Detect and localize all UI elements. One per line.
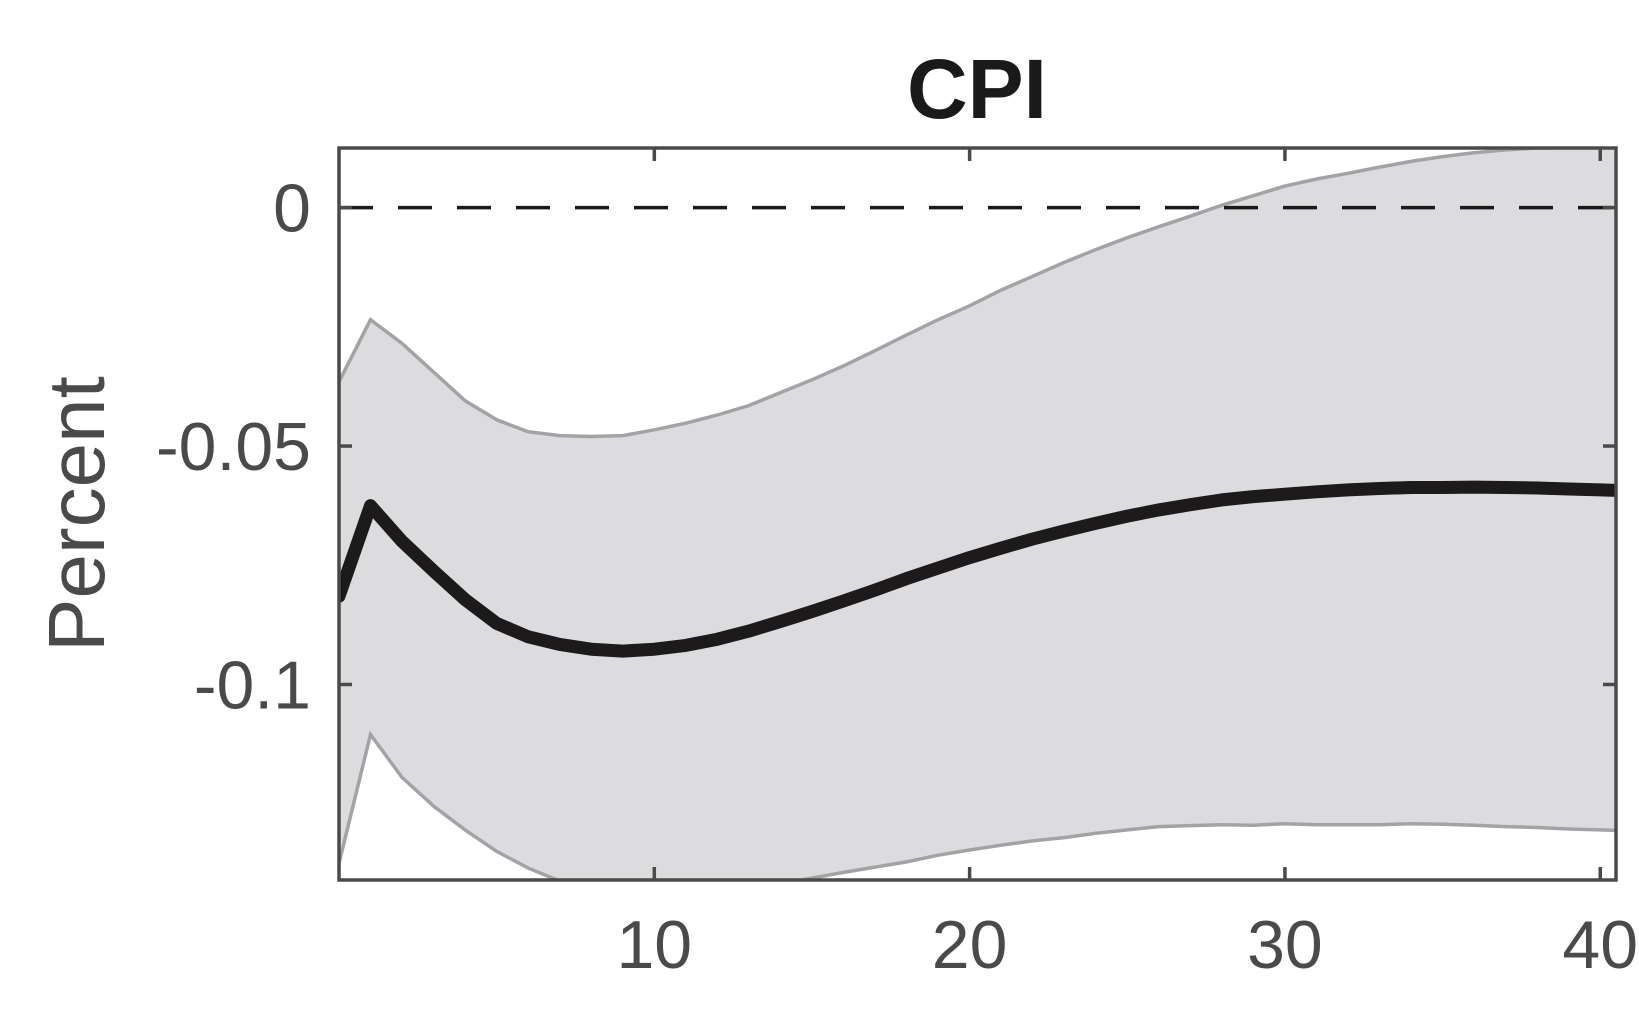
x-tick-label: 30: [1247, 907, 1323, 983]
y-tick-label: 0: [273, 171, 311, 247]
confidence-band: [339, 148, 1616, 880]
y-tick-label: -0.1: [194, 647, 311, 723]
axis-ticks: 10 20 30 40 0 -0.05 -0.1: [156, 148, 1638, 983]
upper-band-line: [339, 148, 1616, 439]
y-tick-label: -0.05: [156, 409, 311, 485]
x-tick-label: 20: [932, 907, 1008, 983]
x-tick-label: 40: [1562, 907, 1638, 983]
median-response-line: [339, 480, 1616, 658]
chart-title: CPI: [907, 42, 1047, 136]
plot-area: [339, 148, 1616, 880]
y-axis-label: Percent: [32, 376, 121, 652]
axes-frame: [337, 146, 1618, 882]
x-tick-label: 10: [616, 907, 692, 983]
